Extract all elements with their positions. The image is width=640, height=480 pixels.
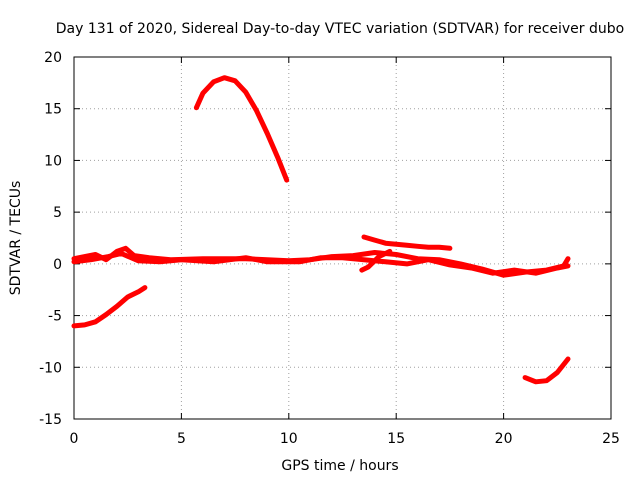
x-tick-label: 0 <box>70 431 79 447</box>
y-tick-label: 20 <box>44 50 62 66</box>
series-arc-low-left <box>71 285 148 329</box>
x-tick-label: 25 <box>602 431 620 447</box>
y-tick-label: 15 <box>44 102 62 118</box>
x-tick-label: 20 <box>495 431 513 447</box>
y-axis-ticks: -15 -10 -5 0 5 10 15 20 <box>39 50 611 428</box>
x-tick-label: 10 <box>280 431 298 447</box>
grid <box>74 57 611 419</box>
y-tick-label: 5 <box>53 205 62 221</box>
series-arc-mid-right <box>361 234 453 251</box>
x-tick-label: 5 <box>177 431 186 447</box>
y-tick-label: 10 <box>44 153 62 169</box>
y-tick-label: -10 <box>39 360 62 376</box>
chart-title: Day 131 of 2020, Sidereal Day-to-day VTE… <box>56 21 624 37</box>
series-group <box>71 75 571 385</box>
series-arc-dip <box>359 248 393 273</box>
y-tick-label: -15 <box>39 412 62 428</box>
series-arc-upper <box>193 75 290 183</box>
y-tick-label: -5 <box>48 309 62 325</box>
x-tick-label: 15 <box>387 431 405 447</box>
y-axis-label: SDTVAR / TECUs <box>8 181 24 296</box>
series-arc-low-right <box>522 356 571 385</box>
plot-frame <box>73 56 612 420</box>
x-axis-ticks: 0 5 10 15 20 25 <box>70 57 620 447</box>
x-axis-label: GPS time / hours <box>281 458 398 474</box>
series-main-band-b <box>71 251 571 276</box>
y-tick-label: 0 <box>53 257 62 273</box>
